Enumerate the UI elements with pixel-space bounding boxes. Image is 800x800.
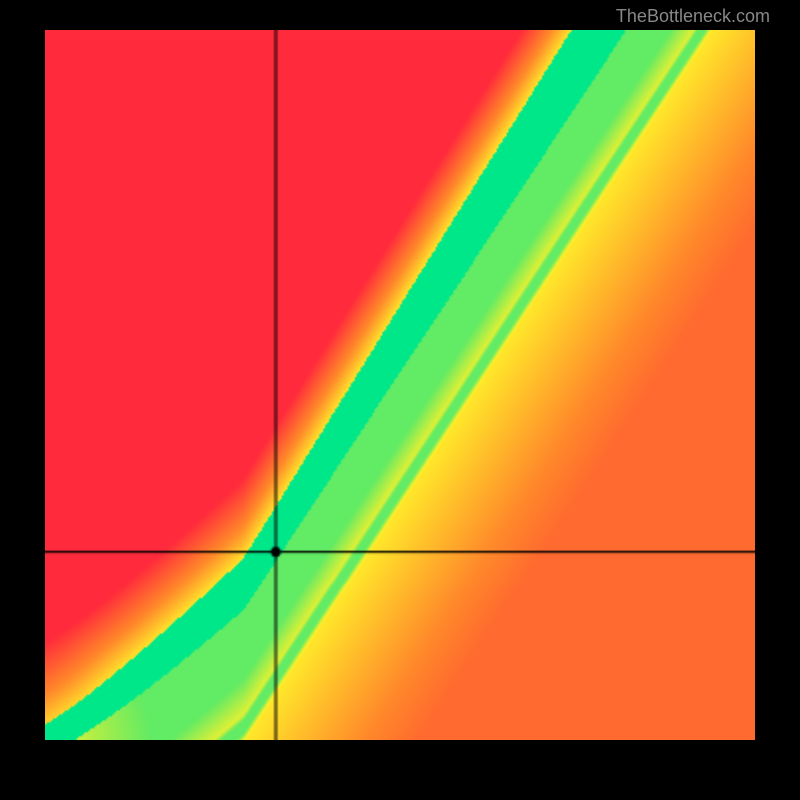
heatmap-canvas [45, 30, 755, 740]
plot-area [45, 30, 755, 740]
chart-container: TheBottleneck.com [0, 0, 800, 800]
watermark-text: TheBottleneck.com [616, 6, 770, 27]
